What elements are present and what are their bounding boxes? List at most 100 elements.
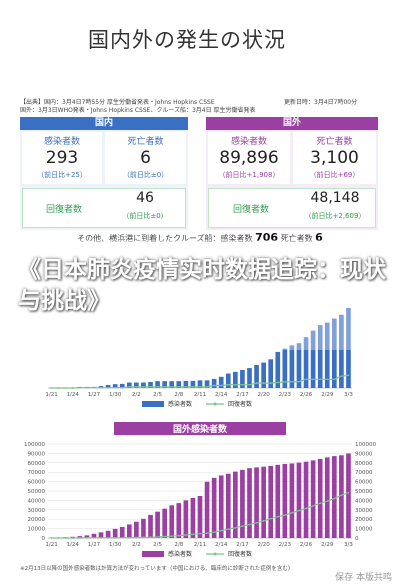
recovered-point-2/11 xyxy=(199,386,201,388)
recovered-point-2/26 xyxy=(305,507,307,510)
recovered-point-2/20 xyxy=(262,382,265,384)
bar-2/12 xyxy=(204,380,210,388)
bar-2/3 xyxy=(141,518,146,538)
bar-2/1 xyxy=(126,382,132,388)
domestic-deaths-label: 死亡者数 xyxy=(127,137,164,147)
overseas-deaths-value: 3,100 xyxy=(310,148,359,168)
bar-2/24 xyxy=(289,463,295,538)
bar-2/9 xyxy=(183,380,189,388)
recovered-point-2/3 xyxy=(142,536,145,539)
bar-1/30 xyxy=(112,528,118,538)
recovered-point-2/10 xyxy=(192,533,194,536)
bar-2/27 xyxy=(310,330,316,388)
recovered-point-3/1 xyxy=(333,497,336,500)
recovered-point-2/15 xyxy=(227,528,230,531)
bar-2/26 xyxy=(303,461,309,538)
x-tick-label: 1/21 xyxy=(45,392,57,398)
bar-2/19 xyxy=(254,365,259,388)
recovered-point-2/2 xyxy=(135,386,138,388)
page-title: 国内外の発生の状況 xyxy=(88,28,286,52)
recovered-point-2/5 xyxy=(156,536,159,538)
banner-title: 《日本肺炎疫情实时数据追踪：现状与挑战》 xyxy=(18,257,386,314)
x-tick-label: 1/30 xyxy=(109,542,122,548)
x-tick-label: 3/3 xyxy=(344,392,353,398)
recovered-point-2/17 xyxy=(241,525,244,528)
recovered-point-1/28 xyxy=(100,536,102,539)
bar-2/21 xyxy=(268,465,274,538)
bar-2/5 xyxy=(155,511,160,538)
x-tick-label: 2/20 xyxy=(257,392,270,398)
x-tick-label: 3/3 xyxy=(344,542,353,548)
bar-2/17 xyxy=(240,469,245,538)
y-tick-label-left: 20000 xyxy=(28,517,46,523)
domestic-infected-label: 感染者数 xyxy=(43,137,80,147)
y-tick-label-right: 30000 xyxy=(355,508,373,514)
recovered-point-1/29 xyxy=(107,536,109,539)
overseas-recovered-delta: （前日比+2,609） xyxy=(304,212,366,220)
recovered-point-2/25 xyxy=(298,509,300,512)
x-tick-label: 2/29 xyxy=(321,392,334,398)
overseas-infected-delta: （前日比+1,908） xyxy=(218,171,280,179)
recovered-point-1/30 xyxy=(114,536,117,539)
recovered-point-2/1 xyxy=(128,536,131,539)
bar-2/26 xyxy=(303,337,309,388)
bar-2/8 xyxy=(176,503,182,538)
footnote: ※2月13日以降の国外感染者数は計算方法が変わっています（中国における、臨床的に… xyxy=(20,566,294,572)
bar-2/22 xyxy=(275,351,281,388)
chart-title: 国外感染者数 xyxy=(173,423,228,435)
x-tick-label: 2/2 xyxy=(132,542,141,548)
recovered-point-2/11 xyxy=(199,532,201,535)
legend-swatch-cases xyxy=(142,401,164,407)
recovered-point-2/22 xyxy=(276,515,279,518)
x-tick-label: 2/8 xyxy=(174,392,183,398)
x-tick-label: 2/5 xyxy=(153,542,162,548)
overseas-recovered-card: 回復者数 48,148 （前日比+2,609） xyxy=(208,188,376,228)
bar-2/24 xyxy=(289,345,295,388)
bar-2/18 xyxy=(247,468,252,538)
bar-2/8 xyxy=(176,381,182,388)
bar-1/30 xyxy=(112,384,118,388)
recovered-point-1/25 xyxy=(78,537,81,539)
recovered-point-1/28 xyxy=(100,386,102,389)
bar-3/2 xyxy=(339,314,344,388)
recovered-point-2/10 xyxy=(192,386,194,388)
recovered-point-2/28 xyxy=(319,378,322,381)
y-tick-label-left: 70000 xyxy=(28,470,46,476)
overseas-header: 国外 xyxy=(206,117,378,130)
bar-1/26 xyxy=(84,535,90,538)
x-tick-label: 2/14 xyxy=(215,542,228,548)
recovered-point-2/26 xyxy=(305,378,307,381)
recovered-point-1/24 xyxy=(71,537,74,539)
y-tick-label-left: 50000 xyxy=(28,489,46,495)
bar-2/16 xyxy=(233,371,238,388)
domestic-recovered-label: 回復者数 xyxy=(45,205,82,215)
recovered-point-2/19 xyxy=(255,521,258,524)
recovered-point-2/9 xyxy=(184,386,187,388)
x-tick-label: 1/27 xyxy=(88,542,101,548)
updated-time: 更新日時：3月4日7時00分 xyxy=(284,99,358,106)
y-tick-label-right: 0 xyxy=(355,536,359,542)
recovered-point-2/21 xyxy=(269,382,272,384)
legend-swatch-cases xyxy=(142,551,164,557)
recovered-point-2/14 xyxy=(220,384,223,387)
recovered-point-2/13 xyxy=(213,384,216,387)
bar-2/25 xyxy=(296,462,302,538)
legend-marker-recovered xyxy=(213,402,217,406)
source-line-1: 【出典】国内：3月4日7時55分 厚生労働省発表・Johns Hopkins C… xyxy=(20,99,215,106)
overseas-panel: 感染者数 89,896 （前日比+1,908） 死亡者数 3,100 （前日比+… xyxy=(206,130,378,230)
bar-3/3 xyxy=(346,453,351,538)
domestic-infected-delta: （前日比+25） xyxy=(37,171,87,179)
bar-2/9 xyxy=(183,500,189,538)
bar-2/4 xyxy=(148,514,153,538)
recovered-point-2/12 xyxy=(206,532,208,535)
y-tick-label-left: 80000 xyxy=(28,461,46,467)
x-tick-label: 1/21 xyxy=(45,542,57,548)
domestic-deaths-card: 死亡者数 6 （前日比±0） xyxy=(105,132,186,184)
y-tick-label-left: 0 xyxy=(42,536,46,542)
y-tick-label-left: 100000 xyxy=(24,442,45,448)
bar-2/12 xyxy=(204,481,210,538)
bar-2/11 xyxy=(197,495,203,538)
recovered-point-1/30 xyxy=(114,386,117,389)
recovered-point-1/24 xyxy=(71,387,74,389)
recovered-point-2/24 xyxy=(291,380,293,383)
